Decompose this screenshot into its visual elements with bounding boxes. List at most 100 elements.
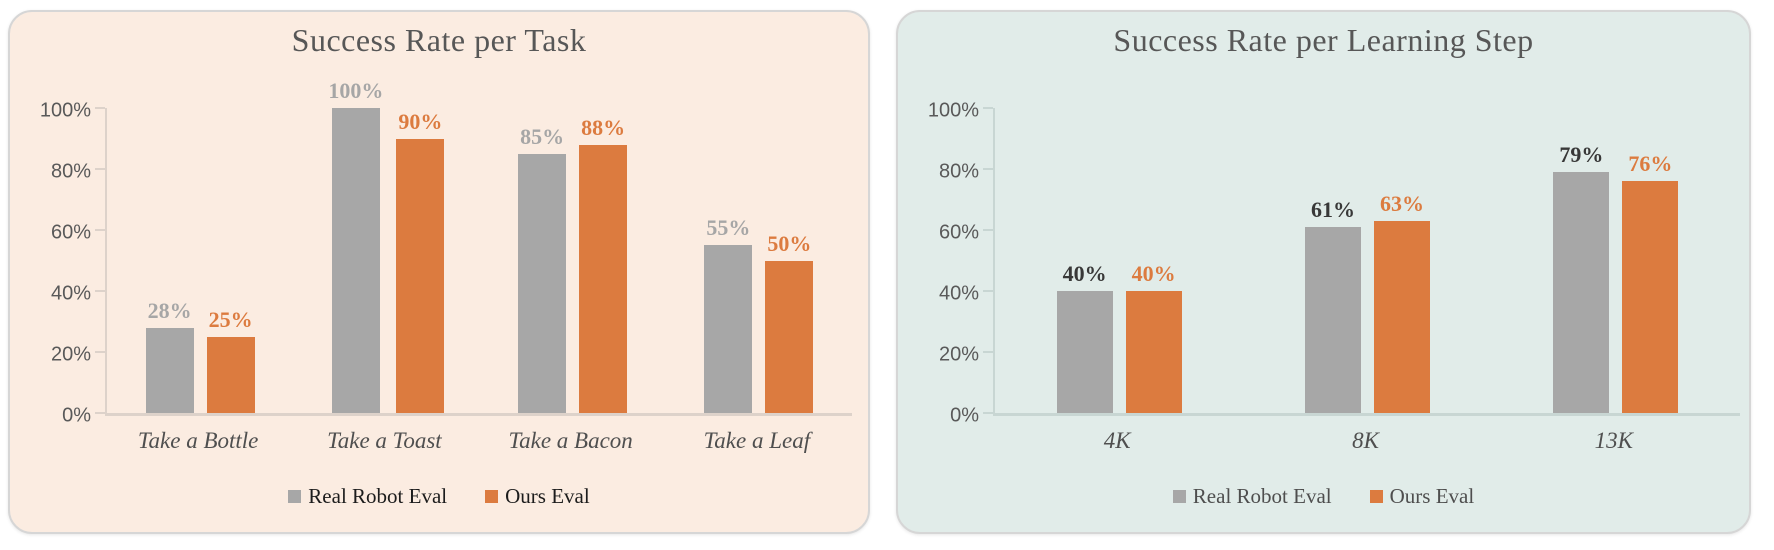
y-axis-tick-mark [95, 168, 105, 170]
y-axis-tick-label: 80% [50, 160, 91, 183]
y-axis-tick-mark [983, 168, 993, 170]
y-axis-tick-label: 100% [39, 99, 91, 122]
bar-slot: 90% [396, 108, 445, 413]
plot-row: 0% 20% 40% 60% 80% 100% 40% 40% 61% 63% 79% 76% [898, 100, 1749, 427]
y-axis-tick-mark [983, 412, 993, 414]
legend: Real Robot Eval Ours Eval [10, 484, 868, 509]
y-axis-tick-label: 40% [938, 282, 979, 305]
bar-data-label: 90% [398, 108, 443, 134]
bar-group-8k: 61% 63% [1243, 108, 1491, 413]
x-axis-category-label: Take a Toast [327, 428, 442, 453]
bar-data-label: 100% [328, 78, 384, 103]
legend-entry-real-robot-eval: Real Robot Eval [288, 484, 447, 509]
bar-real-robot-eval [1056, 291, 1113, 413]
bar-group-take-a-toast: 100% 90% [293, 79, 479, 413]
bar-data-label: 40% [1131, 261, 1176, 286]
legend-entry-real-robot-eval: Real Robot Eval [1172, 484, 1332, 509]
legend-entry-ours-eval: Ours Eval [1369, 484, 1475, 509]
bar-slot: 100% [328, 79, 383, 413]
chart-title: Success Rate per Learning Step [1113, 22, 1534, 58]
bar-ours-eval [579, 144, 628, 413]
x-axis-labels: 4K 8K 13K [993, 428, 1738, 454]
chart-title: Success Rate per Task [291, 22, 587, 58]
y-axis-tick-label: 80% [938, 160, 979, 183]
bar-slot: 40% [1056, 108, 1113, 413]
bar-slot: 88% [579, 108, 628, 413]
y-axis-tick-mark [983, 290, 993, 292]
bar-slot: 61% [1304, 108, 1361, 413]
bar-ours-eval [1373, 220, 1430, 413]
bar-data-label: 25% [208, 306, 253, 332]
y-axis-tick-label: 0% [62, 404, 91, 427]
legend-entry-ours-eval: Ours Eval [485, 484, 590, 509]
x-axis-category-label: 13K [1594, 428, 1633, 453]
legend-label: Real Robot Eval [1192, 484, 1332, 508]
y-axis-tick-mark [95, 290, 105, 292]
x-axis-labels: Take a Bottle Take a Toast Take a Bacon Tak… [105, 428, 850, 454]
legend-swatch-icon [485, 490, 499, 503]
y-axis-tick-mark [983, 351, 993, 353]
legend-swatch-icon [288, 490, 302, 503]
bar-slot: 40% [1125, 108, 1182, 413]
bar-data-label: 63% [1379, 190, 1424, 216]
bar-real-robot-eval [518, 153, 567, 413]
y-axis-tick-mark [95, 412, 105, 414]
bar-slot: 55% [704, 108, 753, 413]
bar-data-label: 61% [1310, 196, 1355, 222]
y-axis-tick-label: 20% [938, 343, 979, 366]
bar-data-label: 85% [520, 123, 565, 149]
plot-area: 28% 25% 100% 90% 85% 88% 55% 50% [95, 79, 852, 416]
bar-group-take-a-bottle: 28% 25% [107, 108, 293, 413]
legend-label: Ours Eval [1389, 484, 1475, 508]
legend: Real Robot Eval Ours Eval [898, 484, 1749, 509]
charts-container: Success Rate per Task 0% 20% 40% 60% 80% 100%… [8, 10, 1751, 534]
bar-slot: 25% [206, 108, 255, 413]
x-axis-category-label: Take a Bottle [137, 428, 259, 453]
panel-success-rate-per-learning-step: Success Rate per Learning Step 0% 20% 40% 6… [896, 10, 1751, 534]
y-axis-tick-mark [983, 107, 993, 109]
bar-ours-eval [206, 336, 255, 413]
legend-label: Ours Eval [505, 484, 590, 508]
bar-slot: 28% [145, 108, 194, 413]
bar-ours-eval [1622, 181, 1679, 413]
x-axis-category-label: 8K [1352, 428, 1379, 453]
y-axis-tick-label: 40% [50, 282, 91, 305]
bar-data-label: 40% [1062, 261, 1107, 286]
bar-real-robot-eval [1553, 172, 1610, 413]
bar-real-robot-eval [145, 327, 194, 413]
bar-data-label: 88% [581, 114, 626, 140]
bar-slot: 50% [765, 108, 814, 413]
plot-row: 0% 20% 40% 60% 80% 100% 28% 25% 100% 90% 85% 88% 55… [10, 79, 868, 427]
bar-slot: 79% [1553, 108, 1610, 413]
bar-group-take-a-leaf: 55% 50% [666, 108, 852, 413]
y-axis: 0% 20% 40% 60% 80% 100% [898, 100, 993, 427]
bar-data-label: 28% [147, 297, 192, 323]
bar-real-robot-eval [331, 108, 380, 413]
bar-ours-eval [1125, 291, 1182, 413]
y-axis-tick-label: 60% [50, 221, 91, 244]
x-axis-category-label: Take a Leaf [703, 428, 811, 453]
bar-group-13k: 79% 76% [1492, 108, 1740, 413]
legend-swatch-icon [1369, 490, 1383, 503]
y-axis-tick-mark [95, 351, 105, 353]
y-axis-tick-label: 0% [950, 404, 979, 427]
bar-slot: 76% [1622, 108, 1679, 413]
y-axis: 0% 20% 40% 60% 80% 100% [10, 100, 105, 427]
bar-data-label: 50% [767, 230, 812, 256]
bar-real-robot-eval [704, 245, 753, 413]
y-axis-tick-mark [983, 229, 993, 231]
bar-slot: 85% [518, 108, 567, 413]
bar-ours-eval [396, 138, 445, 413]
legend-label: Real Robot Eval [308, 484, 448, 508]
y-axis-tick-mark [95, 107, 105, 109]
bar-group-take-a-bacon: 85% 88% [480, 108, 666, 413]
bar-data-label: 79% [1559, 142, 1604, 168]
y-axis-tick-label: 100% [927, 99, 979, 122]
bar-data-label: 55% [706, 215, 751, 241]
bar-data-label: 76% [1628, 151, 1673, 177]
y-axis-tick-label: 20% [50, 343, 91, 366]
bar-slot: 63% [1373, 108, 1430, 413]
x-axis-category-label: Take a Bacon [508, 428, 633, 453]
bar-real-robot-eval [1304, 226, 1361, 413]
y-axis-tick-mark [95, 229, 105, 231]
